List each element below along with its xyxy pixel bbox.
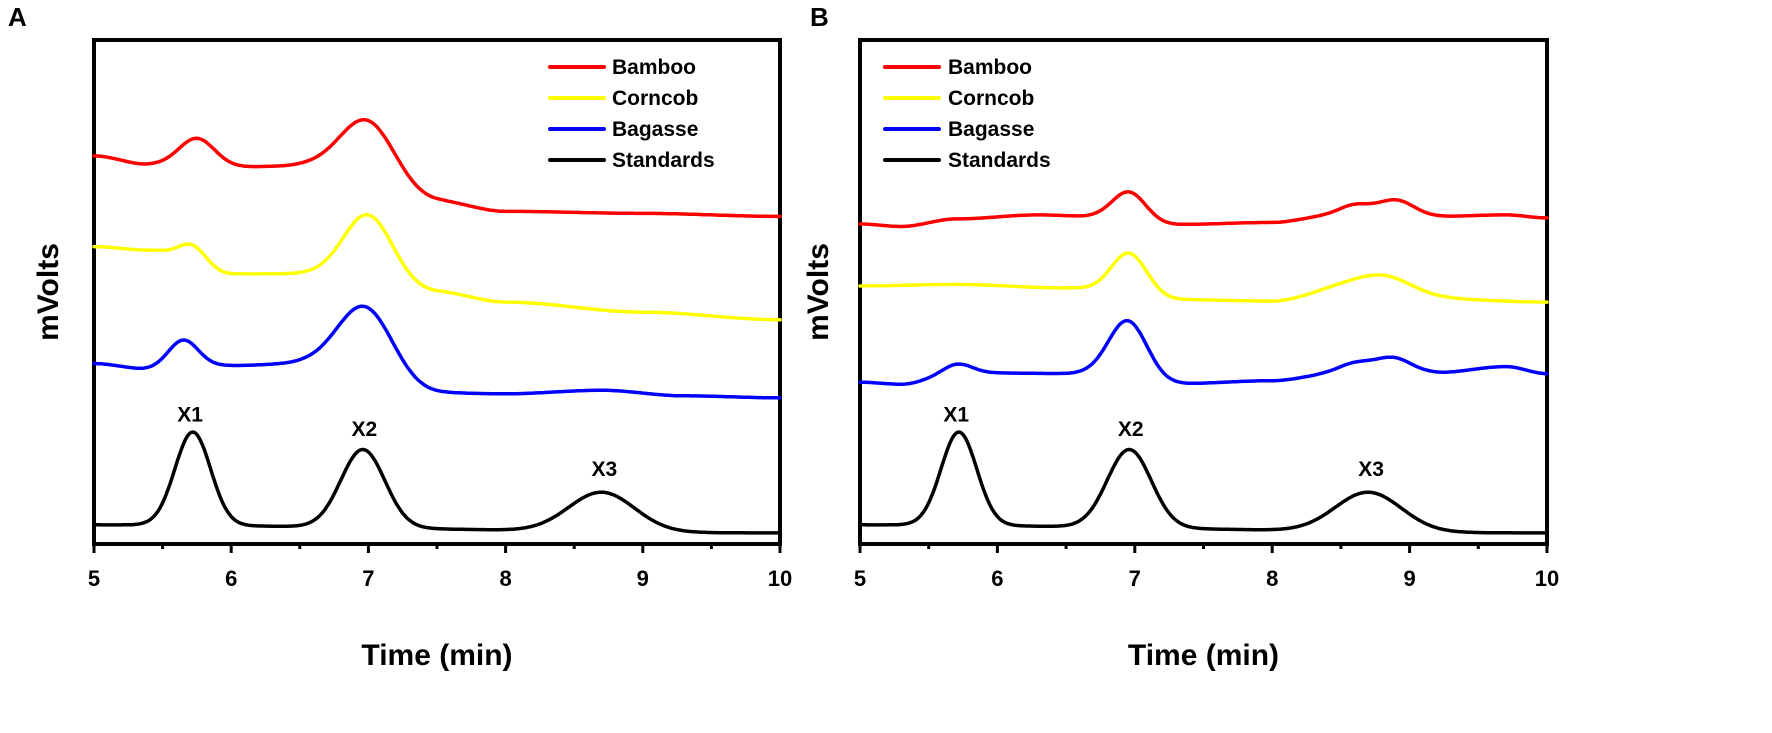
x-tick-label: 10 bbox=[768, 566, 792, 591]
legend-label-bamboo: Bamboo bbox=[612, 56, 696, 79]
panel-label: A bbox=[8, 2, 27, 32]
peak-label-x1: X1 bbox=[943, 404, 969, 427]
plot-frame bbox=[858, 38, 1549, 546]
x-tick-label: 5 bbox=[88, 566, 100, 591]
y-axis-title: mVolts bbox=[32, 243, 65, 341]
y-axis-title: mVolts bbox=[802, 243, 835, 341]
peak-label-x2: X2 bbox=[1118, 418, 1144, 441]
series-line-bagasse bbox=[92, 304, 782, 400]
x-tick-label: 6 bbox=[991, 566, 1003, 591]
x-tick-label: 7 bbox=[362, 566, 374, 591]
legend-label-standards: Standards bbox=[948, 149, 1051, 172]
x-tick-label: 8 bbox=[499, 566, 511, 591]
x-tick-label: 10 bbox=[1535, 566, 1559, 591]
legend-label-bagasse: Bagasse bbox=[612, 118, 698, 141]
peak-label-x2: X2 bbox=[351, 418, 377, 441]
legend: Bamboo Corncob Bagasse Standards bbox=[883, 56, 1051, 172]
x-tick-label: 9 bbox=[1403, 566, 1415, 591]
peak-label-x3: X3 bbox=[1358, 458, 1384, 481]
legend-label-bamboo: Bamboo bbox=[948, 56, 1032, 79]
x-tick-label: 5 bbox=[854, 566, 866, 591]
legend-label-corncob: Corncob bbox=[612, 87, 698, 110]
series-line-corncob bbox=[858, 251, 1549, 304]
x-axis-title: Time (min) bbox=[1128, 639, 1279, 672]
x-axis-title: Time (min) bbox=[361, 639, 512, 672]
x-tick-label: 9 bbox=[637, 566, 649, 591]
legend: Bamboo Corncob Bagasse Standards bbox=[548, 56, 715, 172]
legend-label-bagasse: Bagasse bbox=[948, 118, 1034, 141]
series-line-bamboo bbox=[858, 190, 1549, 229]
panel-label: B bbox=[810, 2, 829, 32]
peak-label-x1: X1 bbox=[177, 404, 203, 427]
legend-label-corncob: Corncob bbox=[948, 87, 1034, 110]
series-line-standards bbox=[858, 430, 1549, 535]
x-tick-label: 8 bbox=[1266, 566, 1278, 591]
panel-b: B 5 6 7 8 9 10 Time (min) mVolts X1 X2 X3 Bamboo Corn… bbox=[802, 2, 1559, 672]
x-tick-label: 6 bbox=[225, 566, 237, 591]
legend-label-standards: Standards bbox=[612, 149, 715, 172]
series-line-standards bbox=[92, 430, 782, 535]
series-line-corncob bbox=[92, 212, 782, 322]
series-line-bagasse bbox=[858, 318, 1549, 386]
series-line-bamboo bbox=[92, 118, 782, 219]
x-tick-label: 7 bbox=[1129, 566, 1141, 591]
panel-a: A 5 6 7 8 9 10 Time (min) mVolts X1 X2 X3 Bamboo Corn… bbox=[8, 2, 792, 672]
peak-label-x3: X3 bbox=[592, 458, 618, 481]
